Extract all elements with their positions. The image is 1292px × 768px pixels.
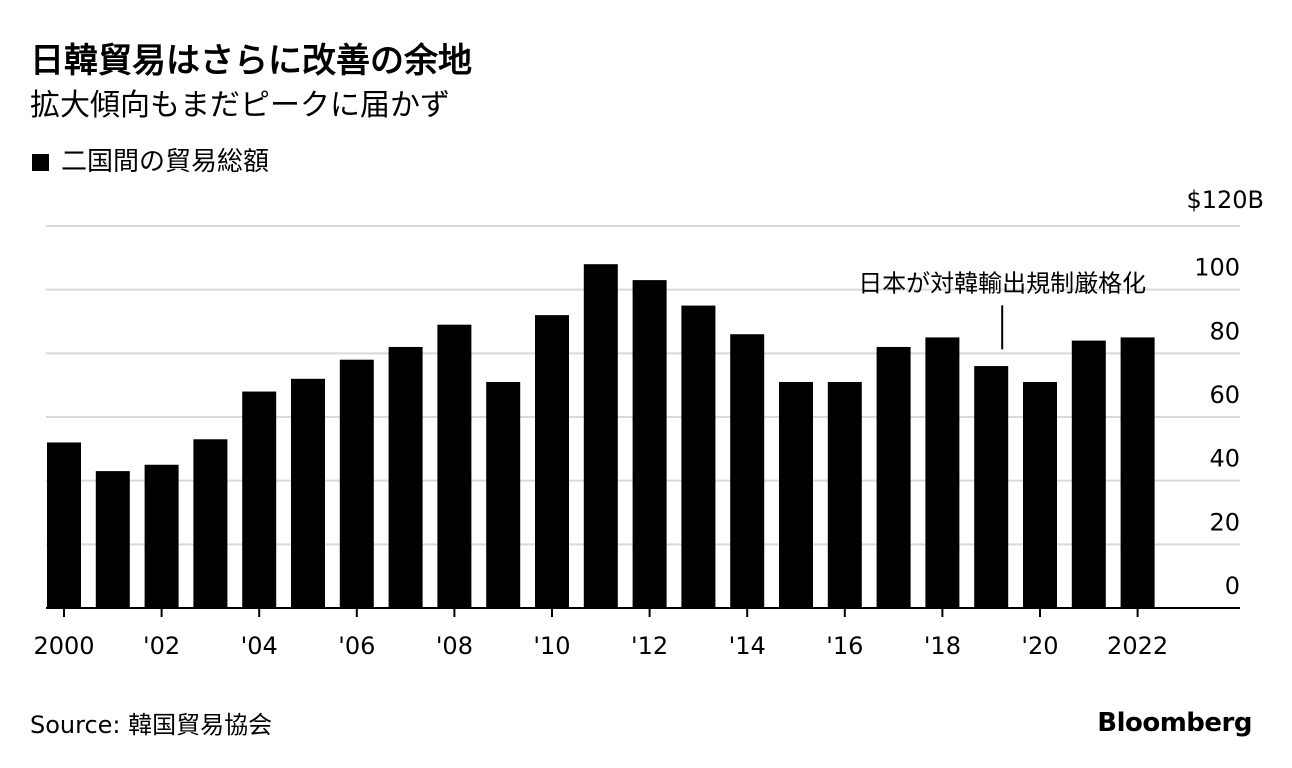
bar-2010 bbox=[535, 315, 569, 608]
bar-2019 bbox=[974, 366, 1009, 608]
bar-2003 bbox=[193, 439, 228, 608]
x-tick-label-2022: 2022 bbox=[1107, 632, 1168, 660]
bar-2017 bbox=[876, 346, 911, 608]
x-tick-label-2010: '10 bbox=[533, 632, 570, 660]
bar-2013 bbox=[681, 305, 716, 608]
bar-2006 bbox=[339, 359, 374, 608]
annotation: 日本が対韓輸出規制厳格化 bbox=[858, 269, 1146, 350]
bar-2018 bbox=[925, 337, 960, 608]
legend-swatch bbox=[32, 153, 49, 171]
source-note: Source: 韓国貿易協会 bbox=[30, 711, 273, 739]
y-tick-label-100: 100 bbox=[1194, 254, 1240, 282]
bar-2012 bbox=[632, 280, 667, 608]
x-tick-label-2018: '18 bbox=[924, 632, 961, 660]
x-tick-label-2014: '14 bbox=[729, 632, 766, 660]
chart-subtitle: 拡大傾向もまだピークに届かず bbox=[30, 88, 450, 123]
bar-2000 bbox=[47, 442, 81, 608]
y-tick-label-40: 40 bbox=[1209, 445, 1240, 473]
y-axis-top-label: $120B bbox=[1186, 186, 1264, 214]
x-tick-label-2012: '12 bbox=[631, 632, 668, 660]
bloomberg-logo: Bloomberg bbox=[1097, 708, 1252, 738]
y-tick-label-20: 20 bbox=[1209, 508, 1240, 536]
x-tick-label-2016: '16 bbox=[826, 632, 863, 660]
bar-2001 bbox=[95, 471, 130, 608]
x-tick-label-2002: '02 bbox=[143, 632, 180, 660]
bar-2004 bbox=[242, 391, 277, 608]
x-tick-label-2008: '08 bbox=[436, 632, 473, 660]
bar-2007 bbox=[388, 346, 423, 608]
bar-2009 bbox=[486, 381, 521, 608]
x-tick-label-2000: 2000 bbox=[33, 632, 94, 660]
chart-title: 日韓貿易はさらに改善の余地 bbox=[30, 41, 472, 81]
legend-label: 二国間の貿易総額 bbox=[61, 147, 270, 177]
bar-2011 bbox=[583, 264, 618, 608]
bar-2021 bbox=[1071, 340, 1106, 608]
bar-2016 bbox=[827, 381, 862, 608]
y-tick-label-0: 0 bbox=[1225, 572, 1240, 600]
bar-2014 bbox=[730, 334, 765, 608]
bar-2002 bbox=[144, 464, 179, 608]
bar-2022 bbox=[1120, 337, 1155, 608]
bar-2005 bbox=[291, 378, 325, 608]
y-tick-label-80: 80 bbox=[1209, 317, 1240, 345]
x-tick-label-2004: '04 bbox=[241, 632, 278, 660]
bars bbox=[47, 264, 1155, 608]
y-tick-label-60: 60 bbox=[1209, 381, 1240, 409]
bar-2008 bbox=[437, 324, 472, 608]
bar-2015 bbox=[779, 381, 813, 608]
annotation-label: 日本が対韓輸出規制厳格化 bbox=[858, 269, 1146, 297]
x-axis-ticks: 2000 '02 '04 '06 '08 '10 '12 '14 '16 '18 '20 2022 bbox=[33, 608, 1168, 660]
bar-2020 bbox=[1023, 381, 1057, 608]
legend: 二国間の貿易総額 bbox=[32, 144, 269, 180]
y-axis-ticks: 0 20 40 60 80 100 bbox=[1194, 254, 1240, 600]
x-tick-label-2006: '06 bbox=[338, 632, 375, 660]
x-tick-label-2020: '20 bbox=[1021, 632, 1058, 660]
